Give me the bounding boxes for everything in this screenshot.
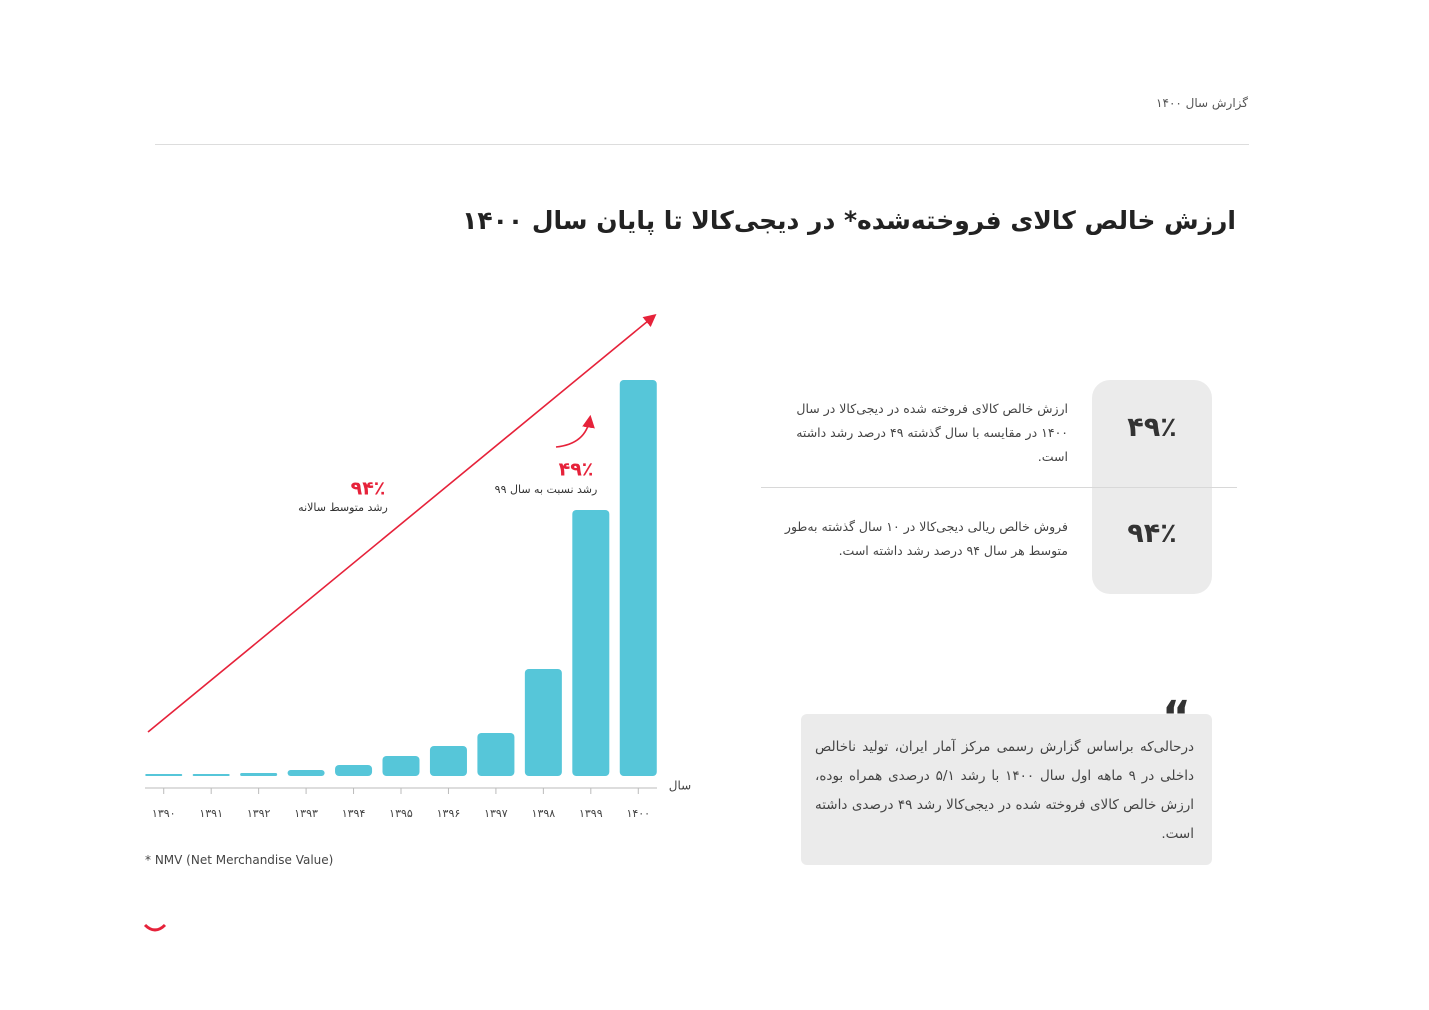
- footnote: * NMV (Net Merchandise Value): [145, 853, 334, 867]
- bar: [145, 774, 183, 776]
- x-tick-label: ۱۳۹۵: [389, 807, 413, 820]
- quote-mark: “: [1162, 692, 1191, 743]
- growth-arrow: [555, 414, 595, 448]
- annotation-text: رشد نسبت به سال ۹۹: [495, 483, 598, 496]
- x-tick-label: ۱۳۹۱: [199, 807, 223, 820]
- annotation-value: ۹۴٪: [351, 478, 386, 500]
- header-rule: [155, 144, 1249, 145]
- annotation-value: ۴۹٪: [559, 459, 594, 481]
- bar: [335, 765, 373, 776]
- stat-value: ۹۴٪: [1127, 518, 1177, 549]
- x-tick-label: ۱۳۹۹: [579, 807, 603, 820]
- x-tick-label: ۱۳۹۸: [532, 807, 556, 820]
- stat-text: فروش خالص ریالی دیجی‌کالا در ۱۰ سال گذشت…: [784, 519, 1068, 558]
- logo: [143, 923, 167, 932]
- x-tick-label: ۱۳۹۴: [342, 807, 366, 820]
- bar: [192, 774, 230, 776]
- x-tick-label: ۱۴۰۰: [626, 807, 650, 820]
- page-title: ارزش خالص کالای فروخته‌شده* در دیجی‌کالا…: [462, 206, 1236, 235]
- bar: [619, 380, 657, 776]
- bar: [429, 746, 467, 776]
- x-axis-label: سال: [669, 779, 691, 793]
- x-tick-label: ۱۳۹۰: [152, 807, 176, 820]
- x-tick-label: ۱۳۹۳: [294, 807, 318, 820]
- x-tick-label: ۱۳۹۶: [437, 807, 461, 820]
- x-tick-label: ۱۳۹۲: [247, 807, 271, 820]
- quote-text: درحالی‌که براساس گزارش رسمی مرکز آمار ای…: [815, 739, 1194, 842]
- bar: [287, 770, 325, 776]
- bar: [240, 773, 278, 776]
- bar: [477, 733, 515, 776]
- stat-value: ۴۹٪: [1127, 412, 1177, 443]
- x-tick-label: ۱۳۹۷: [484, 807, 508, 820]
- bar: [524, 669, 562, 776]
- bar: [382, 756, 420, 776]
- divider: [761, 487, 1237, 488]
- annotation-text: رشد متوسط سالانه: [298, 501, 388, 514]
- bar: [572, 510, 610, 776]
- quote-box: [801, 714, 1212, 865]
- trend-arrow: [147, 313, 657, 733]
- header-title: گزارش سال ۱۴۰۰: [1156, 96, 1248, 110]
- stat-text: ارزش خالص کالای فروخته شده در دیجی‌کالا …: [796, 401, 1068, 464]
